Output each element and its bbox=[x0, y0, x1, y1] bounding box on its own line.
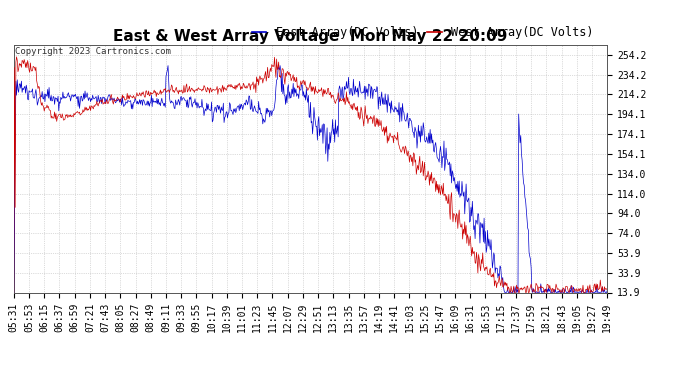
Legend: East Array(DC Volts), West Array(DC Volts): East Array(DC Volts), West Array(DC Volt… bbox=[247, 21, 598, 44]
Title: East & West Array Voltage  Mon May 22 20:09: East & West Array Voltage Mon May 22 20:… bbox=[113, 29, 508, 44]
Text: Copyright 2023 Cartronics.com: Copyright 2023 Cartronics.com bbox=[15, 48, 171, 57]
